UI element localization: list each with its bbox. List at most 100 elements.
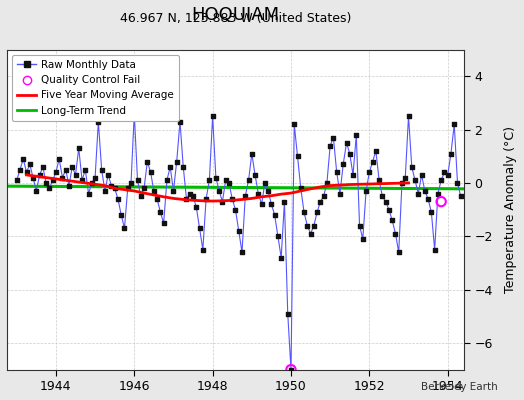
Point: [58, 174, 67, 181]
Point: [391, 230, 400, 237]
Point: [238, 249, 246, 256]
Point: [375, 177, 384, 184]
Point: [88, 180, 96, 186]
Point: [398, 180, 406, 186]
Point: [329, 134, 337, 141]
Point: [280, 198, 289, 205]
Point: [140, 185, 148, 192]
Point: [450, 121, 458, 128]
Point: [414, 190, 422, 197]
Point: [326, 142, 334, 149]
Point: [251, 172, 259, 178]
Point: [388, 217, 396, 224]
Point: [97, 166, 106, 173]
Point: [427, 209, 435, 216]
Point: [45, 185, 53, 192]
Point: [277, 254, 286, 261]
Point: [130, 110, 138, 117]
Point: [254, 190, 263, 197]
Point: [205, 177, 214, 184]
Point: [378, 193, 387, 200]
Point: [264, 188, 272, 194]
Point: [127, 180, 135, 186]
Point: [320, 193, 328, 200]
Point: [182, 196, 191, 202]
Point: [349, 172, 357, 178]
Point: [26, 161, 34, 168]
Point: [55, 156, 63, 162]
Point: [111, 185, 119, 192]
Point: [270, 212, 279, 218]
Point: [456, 193, 465, 200]
Point: [342, 140, 351, 146]
Point: [124, 185, 132, 192]
Point: [68, 164, 77, 170]
Point: [228, 196, 236, 202]
Point: [421, 188, 429, 194]
Point: [36, 172, 44, 178]
Point: [81, 166, 90, 173]
Point: [257, 201, 266, 208]
Point: [368, 158, 377, 165]
Point: [248, 150, 256, 157]
Point: [146, 169, 155, 176]
Point: [166, 164, 174, 170]
Point: [339, 161, 347, 168]
Point: [117, 212, 125, 218]
Point: [443, 172, 452, 178]
Point: [267, 201, 276, 208]
Point: [287, 366, 295, 373]
Point: [381, 198, 390, 205]
Point: [137, 193, 145, 200]
Point: [101, 188, 109, 194]
Point: [195, 225, 204, 232]
Point: [222, 177, 230, 184]
Point: [447, 150, 455, 157]
Point: [405, 113, 413, 120]
Point: [453, 180, 462, 186]
Point: [202, 196, 210, 202]
Point: [437, 177, 445, 184]
Point: [84, 190, 93, 197]
Point: [163, 177, 171, 184]
Point: [395, 249, 403, 256]
Point: [39, 164, 47, 170]
Point: [114, 196, 122, 202]
Point: [260, 180, 269, 186]
Point: [179, 164, 188, 170]
Point: [316, 198, 324, 205]
Point: [274, 233, 282, 240]
Point: [91, 174, 99, 181]
Point: [153, 196, 161, 202]
Point: [49, 177, 57, 184]
Point: [290, 121, 299, 128]
Point: [23, 169, 31, 176]
Legend: Raw Monthly Data, Quality Control Fail, Five Year Moving Average, Long-Term Tren: Raw Monthly Data, Quality Control Fail, …: [12, 55, 179, 121]
Point: [121, 225, 129, 232]
Title: 46.967 N, 123.883 W (United States): 46.967 N, 123.883 W (United States): [120, 12, 351, 25]
Point: [176, 118, 184, 125]
Point: [71, 172, 80, 178]
Point: [235, 228, 243, 234]
Point: [401, 174, 409, 181]
Point: [244, 177, 253, 184]
Point: [209, 113, 217, 120]
Point: [385, 206, 393, 213]
Point: [172, 158, 181, 165]
Point: [156, 209, 165, 216]
Point: [52, 169, 60, 176]
Point: [19, 156, 27, 162]
Point: [345, 150, 354, 157]
Point: [372, 148, 380, 154]
Point: [192, 204, 201, 210]
Point: [189, 193, 197, 200]
Point: [150, 188, 158, 194]
Text: Berkeley Earth: Berkeley Earth: [421, 382, 498, 392]
Point: [212, 174, 220, 181]
Point: [352, 132, 361, 138]
Point: [159, 220, 168, 226]
Point: [362, 188, 370, 194]
Point: [293, 153, 302, 160]
Point: [283, 310, 292, 317]
Point: [307, 230, 315, 237]
